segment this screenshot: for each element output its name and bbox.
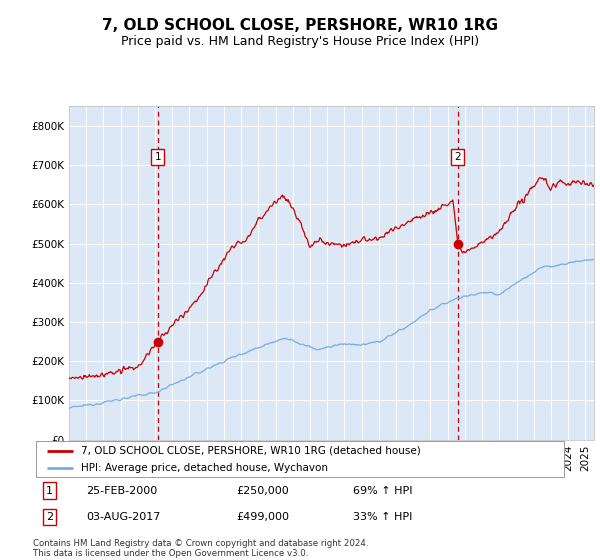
Text: 7, OLD SCHOOL CLOSE, PERSHORE, WR10 1RG: 7, OLD SCHOOL CLOSE, PERSHORE, WR10 1RG (102, 18, 498, 32)
Text: £250,000: £250,000 (236, 486, 289, 496)
Text: 33% ↑ HPI: 33% ↑ HPI (353, 512, 412, 522)
Text: 25-FEB-2000: 25-FEB-2000 (86, 486, 157, 496)
Text: 2: 2 (46, 512, 53, 522)
Text: 2: 2 (454, 152, 461, 162)
Text: 1: 1 (154, 152, 161, 162)
Text: 1: 1 (46, 486, 53, 496)
Text: 03-AUG-2017: 03-AUG-2017 (86, 512, 161, 522)
Text: HPI: Average price, detached house, Wychavon: HPI: Average price, detached house, Wych… (81, 463, 328, 473)
Text: £499,000: £499,000 (236, 512, 290, 522)
Text: Contains HM Land Registry data © Crown copyright and database right 2024.
This d: Contains HM Land Registry data © Crown c… (33, 539, 368, 558)
Text: 69% ↑ HPI: 69% ↑ HPI (353, 486, 412, 496)
Text: Price paid vs. HM Land Registry's House Price Index (HPI): Price paid vs. HM Land Registry's House … (121, 35, 479, 49)
Text: 7, OLD SCHOOL CLOSE, PERSHORE, WR10 1RG (detached house): 7, OLD SCHOOL CLOSE, PERSHORE, WR10 1RG … (81, 446, 421, 456)
